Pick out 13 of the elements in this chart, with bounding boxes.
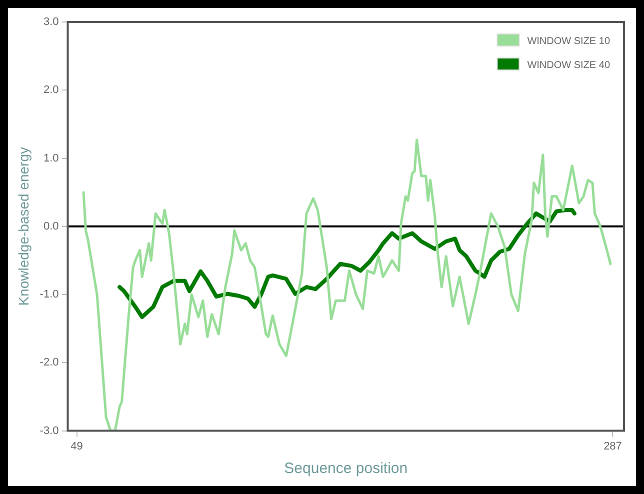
y-tick-label: -2.0 [40, 356, 59, 369]
legend-label: WINDOW SIZE 40 [527, 60, 610, 71]
x-tick-label: 287 [604, 440, 622, 452]
legend-label: WINDOW SIZE 10 [527, 36, 610, 47]
y-tick-label: -3.0 [40, 424, 59, 437]
y-tick-label: 0.0 [43, 220, 59, 232]
x-tick-label: 49 [70, 440, 83, 452]
y-tick-label: -1.0 [40, 288, 59, 301]
y-axis-title: Knowledge-based energy [15, 147, 32, 306]
y-tick-label: 1.0 [43, 152, 59, 164]
y-tick-label: 3.0 [43, 16, 59, 28]
y-tick-label: 2.0 [43, 84, 59, 96]
x-axis-title: Sequence position [284, 460, 408, 478]
